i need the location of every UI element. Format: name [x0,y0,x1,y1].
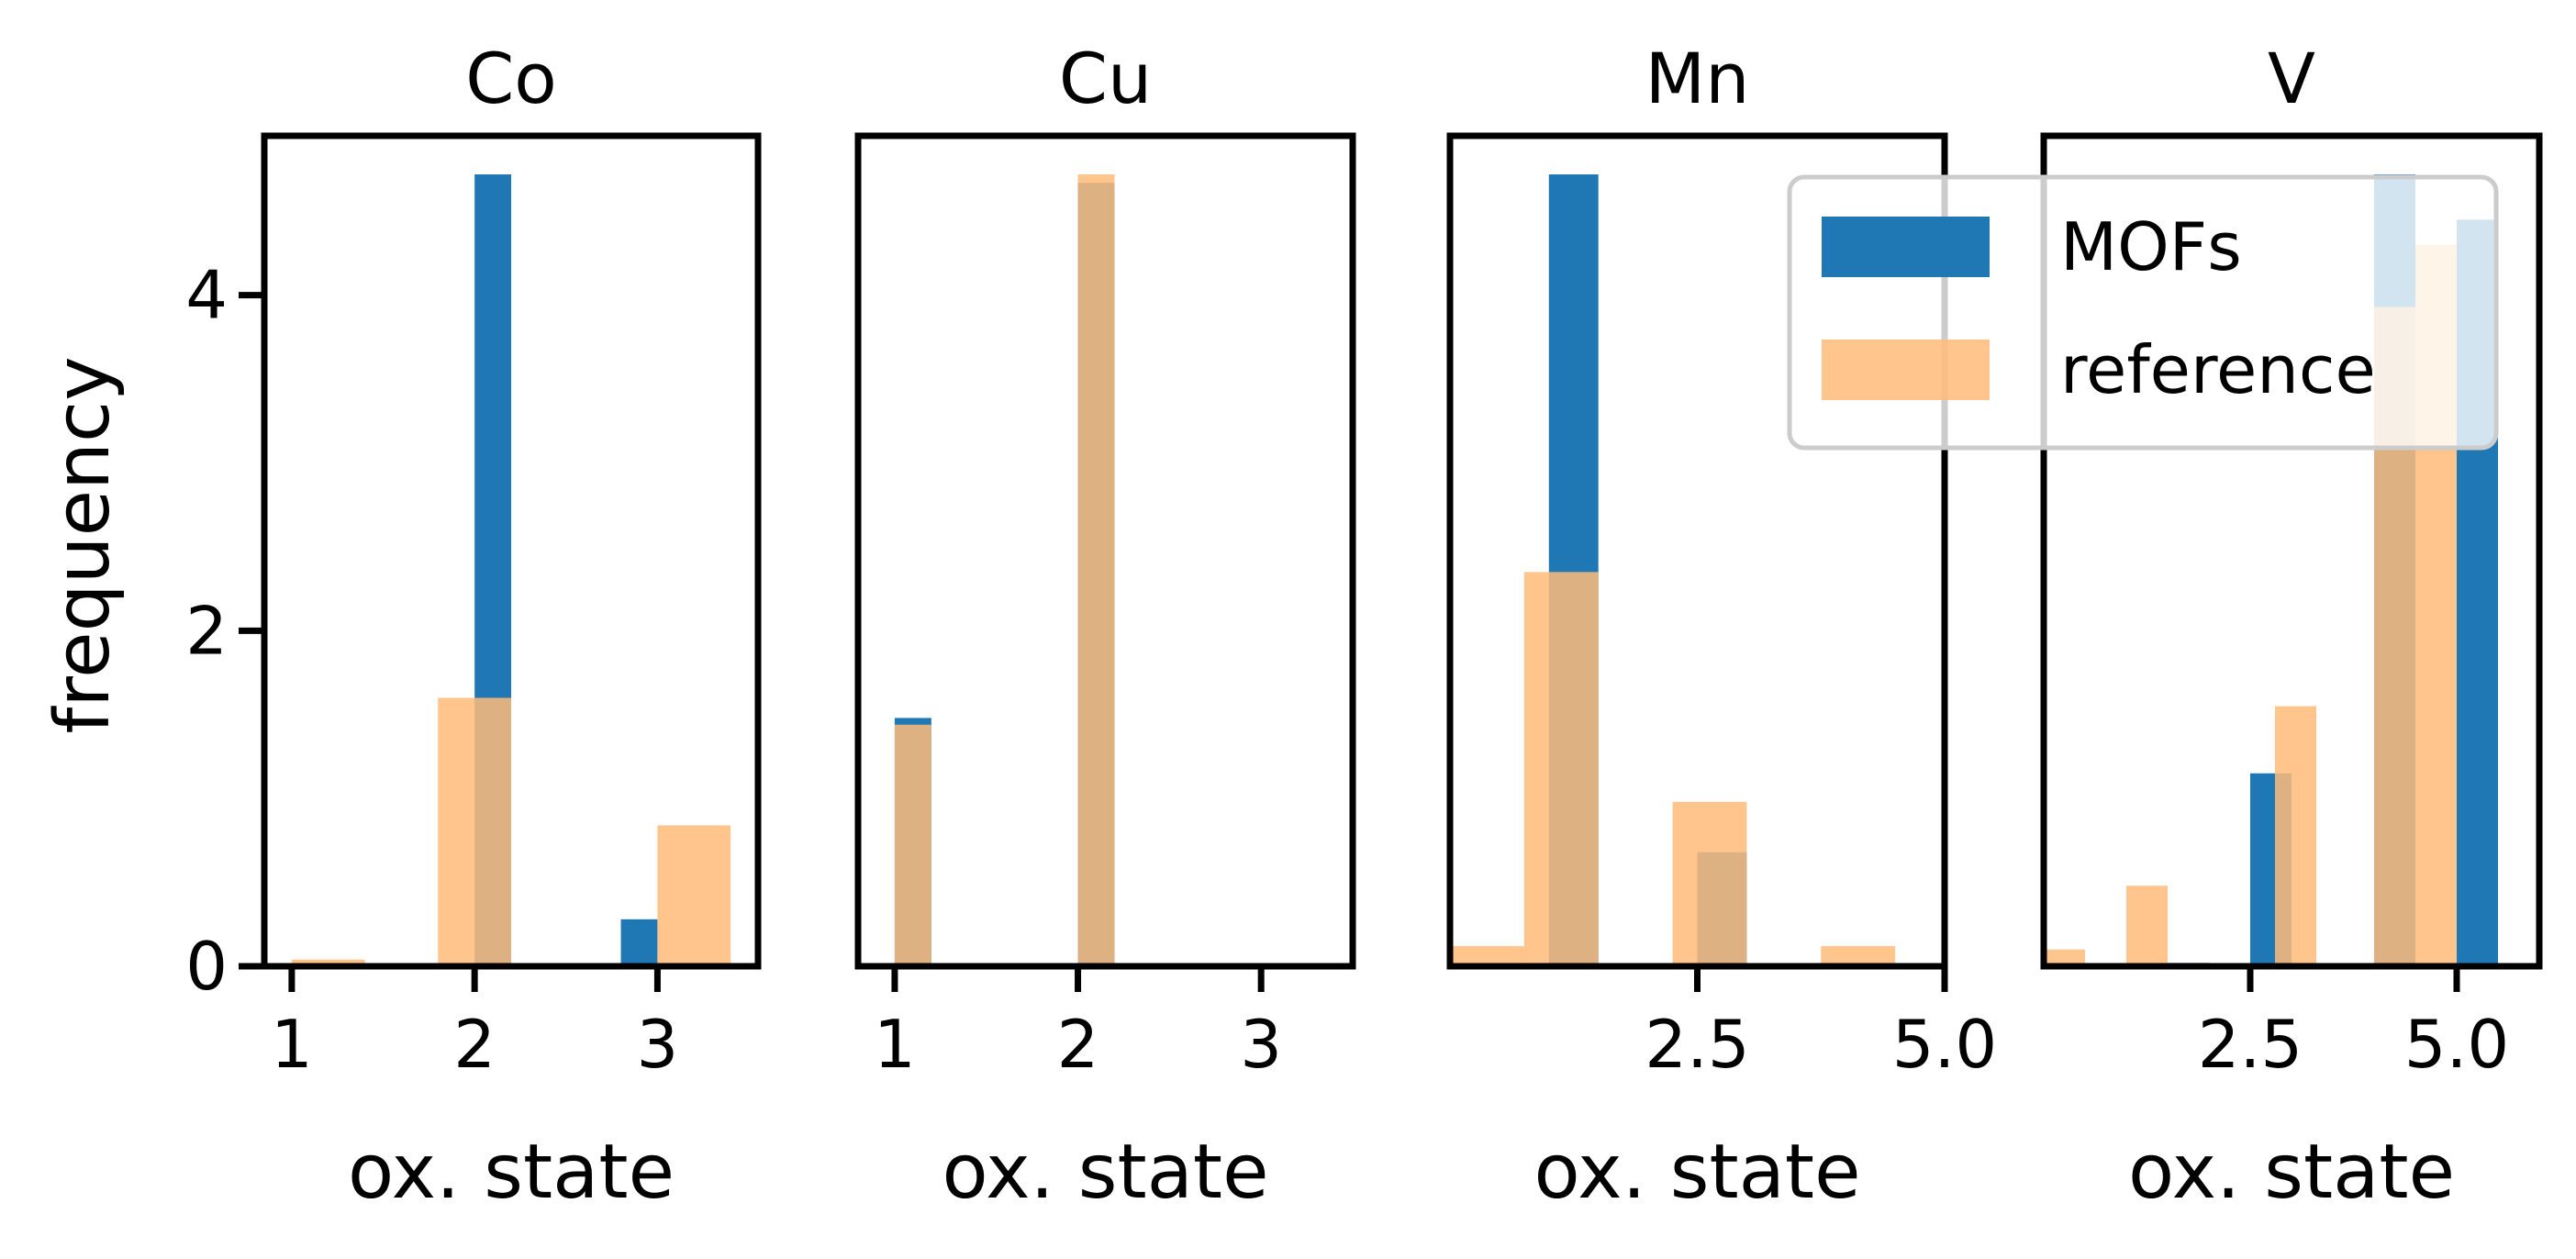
panel-title: Mn [1645,38,1750,119]
panel-v: 2.5 5.0 Vox. state [2040,38,2543,1216]
reference-bar [657,825,731,966]
x-tick-label: 2 [453,1006,496,1083]
x-tick-label: 1 [271,1006,313,1083]
x-tick-label: 3 [637,1006,679,1083]
reference-bar [894,724,931,966]
x-tick-label: 3 [1240,1006,1282,1083]
legend-swatch-reference [1822,340,1990,400]
reference-bar [2126,886,2168,966]
x-tick-label: 5.0 [1892,1006,1998,1083]
reference-bar [438,697,511,966]
axes-frame [854,132,1356,970]
panels: 1 2 3 0 2 4 Co ox. state 1 2 3 Cu ox. state 2.5 5.0 Mn o… [185,38,2543,1216]
axes-frame [2040,132,2543,970]
panel-title: Co [465,38,557,119]
x-axis-label: ox. state [942,1129,1268,1216]
legend-swatch-mofs [1822,217,1990,277]
x-tick-label: 1 [874,1006,916,1083]
x-axis-label: ox. state [2128,1129,2455,1216]
reference-bar [2275,706,2316,966]
legend-label: MOFs [2060,208,2242,285]
reference-bar [1523,572,1599,966]
reference-bar [1450,946,1524,966]
legend: MOFs reference [1787,174,2499,451]
panel-cu: 1 2 3 Cu ox. state [854,38,1356,1216]
x-axis-label: ox. state [1533,1129,1860,1216]
x-tick-label: 2.5 [1645,1006,1750,1083]
reference-bar [2044,949,2085,966]
y-tick-label: 0 [185,928,228,1005]
mofs-bar [620,919,658,966]
panel-co: 1 2 3 0 2 4 Co ox. state [185,38,762,1216]
reference-bar [1077,174,1115,966]
panel-mn: 2.5 5.0 Mn ox. state [1446,38,1998,1216]
x-tick-label: 2 [1057,1006,1099,1083]
x-tick-label: 5.0 [2404,1006,2510,1083]
reference-bar [1672,801,1747,966]
x-axis-label: ox. state [348,1129,675,1216]
reference-bar [1821,946,1896,966]
x-tick-label: 2.5 [2198,1006,2303,1083]
panel-title: Cu [1059,38,1152,119]
legend-label: reference [2060,331,2376,408]
panel-title: V [2268,38,2315,119]
y-tick-label: 4 [185,257,228,334]
reference-bar [291,959,365,966]
axes-frame [261,132,762,970]
y-tick-label: 2 [185,592,228,669]
y-axis-label: frequency [39,356,127,733]
